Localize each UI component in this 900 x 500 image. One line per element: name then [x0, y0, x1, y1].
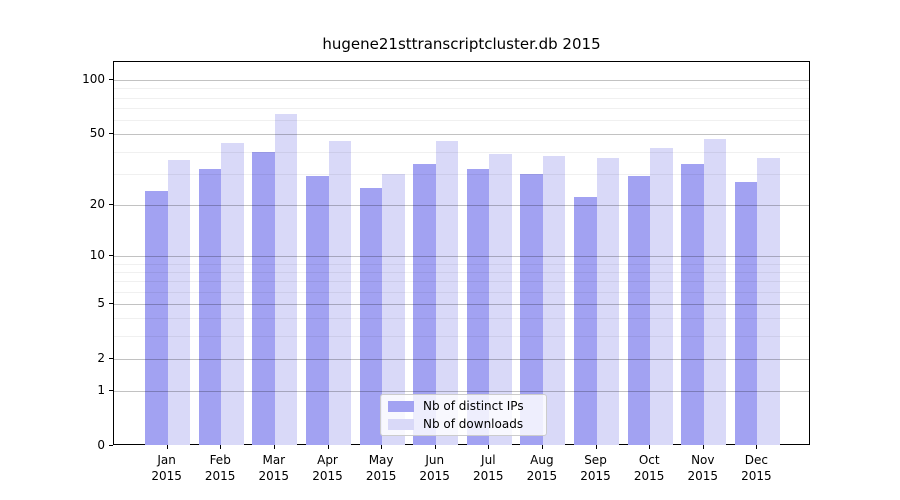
bar-may-distinct-ips — [359, 187, 383, 445]
bar-nov-downloads — [703, 139, 727, 445]
y-tick-label: 1 — [97, 383, 105, 398]
legend-swatch-distinct-ips — [388, 400, 414, 412]
x-tick-label: Jul 2015 — [473, 453, 504, 483]
x-tick-label: Oct 2015 — [633, 453, 665, 483]
y-tick-label: 100 — [82, 72, 105, 87]
bar-sep-downloads — [596, 157, 619, 445]
x-tick-mark — [166, 445, 168, 449]
bar-jan-distinct-ips — [145, 190, 168, 445]
x-tick-label: Feb 2015 — [204, 453, 236, 483]
bar-may-downloads — [382, 173, 405, 445]
legend-swatch-downloads — [388, 418, 414, 430]
y-tick-mark — [109, 133, 113, 135]
x-tick-mark — [434, 445, 436, 449]
bar-jul-downloads — [489, 153, 512, 445]
y-tick-mark — [109, 79, 113, 81]
y-tick-mark — [109, 254, 113, 256]
y-tick-label: 10 — [89, 247, 105, 262]
y-tick-mark — [109, 303, 113, 304]
bar-dec-distinct-ips — [734, 181, 758, 445]
bar-jun-distinct-ips — [413, 164, 436, 445]
x-tick-mark — [702, 445, 704, 449]
bars-layer — [114, 62, 809, 445]
bar-jul-distinct-ips — [466, 168, 490, 445]
y-tick-label: 20 — [89, 196, 105, 211]
x-tick-mark — [649, 445, 651, 449]
bar-oct-downloads — [650, 147, 673, 445]
x-tick-mark — [381, 445, 383, 449]
bar-oct-distinct-ips — [627, 176, 651, 445]
x-tick-mark — [327, 445, 329, 449]
bar-feb-distinct-ips — [198, 168, 222, 445]
x-tick-mark — [273, 445, 275, 449]
x-tick-label: Jun 2015 — [419, 453, 450, 483]
x-tick-label: Mar 2015 — [258, 453, 290, 483]
y-tick-mark — [109, 390, 113, 392]
bar-jan-downloads — [167, 159, 191, 445]
bar-mar-downloads — [274, 113, 298, 445]
x-tick-mark — [220, 445, 222, 449]
bar-aug-downloads — [542, 155, 566, 445]
bar-dec-downloads — [757, 157, 780, 445]
x-tick-label: Jan 2015 — [151, 453, 182, 483]
chart-title: hugene21sttranscriptcluster.db 2015 — [322, 35, 601, 53]
y-tick-mark — [109, 357, 113, 359]
bar-apr-downloads — [328, 140, 351, 445]
x-tick-label: Aug 2015 — [526, 453, 558, 483]
bar-feb-downloads — [221, 142, 244, 445]
bar-apr-distinct-ips — [306, 176, 329, 445]
x-tick-label: Dec 2015 — [741, 453, 772, 483]
x-tick-label: Sep 2015 — [580, 453, 611, 483]
bar-jun-downloads — [435, 140, 459, 445]
y-tick-label: 2 — [97, 350, 105, 365]
x-tick-label: Nov 2015 — [687, 453, 719, 483]
x-tick-mark — [488, 445, 490, 449]
plot-area: Nb of distinct IPs Nb of downloads — [113, 61, 810, 445]
legend-label-downloads: Nb of downloads — [423, 416, 524, 431]
y-tick-mark — [109, 203, 113, 205]
bar-nov-distinct-ips — [681, 164, 704, 445]
y-tick-label: 5 — [97, 296, 105, 310]
x-tick-mark — [756, 445, 758, 449]
y-tick-mark — [109, 445, 113, 446]
y-tick-label: 50 — [89, 126, 105, 141]
y-tick-label: 0 — [97, 438, 105, 452]
x-tick-label: Apr 2015 — [312, 453, 343, 483]
bar-sep-distinct-ips — [574, 197, 597, 445]
x-tick-label: May 2015 — [365, 453, 397, 483]
legend: Nb of distinct IPs Nb of downloads — [380, 394, 547, 436]
bar-mar-distinct-ips — [252, 151, 275, 445]
legend-label-distinct-ips: Nb of distinct IPs — [423, 398, 524, 413]
legend-item-downloads: Nb of downloads — [388, 417, 539, 432]
legend-item-distinct-ips: Nb of distinct IPs — [388, 399, 539, 414]
x-tick-mark — [595, 445, 597, 449]
bar-aug-distinct-ips — [520, 173, 543, 445]
x-tick-mark — [541, 445, 543, 449]
